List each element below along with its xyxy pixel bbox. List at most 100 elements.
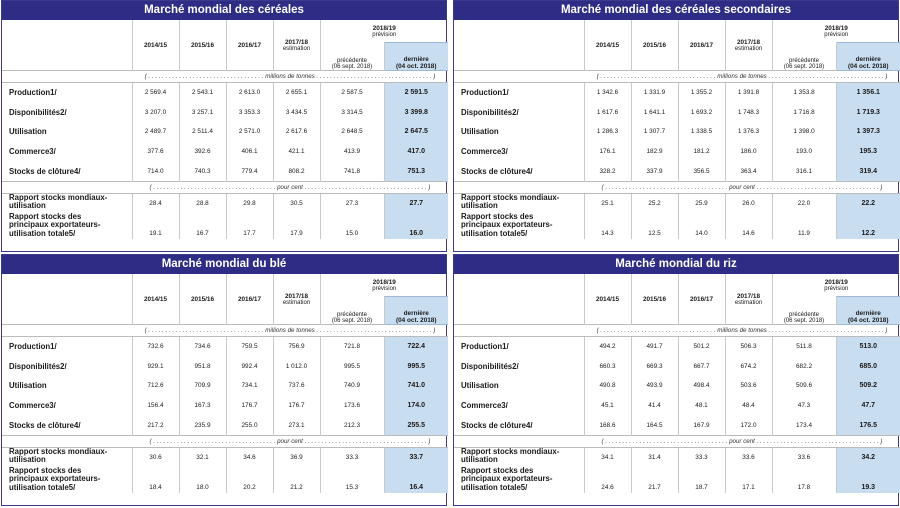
value-cell: 14.6: [725, 212, 773, 239]
row-label: Disponibilités2/: [2, 102, 133, 123]
unit-label: ( . . . . . . . . . . . . . . . . . . . …: [584, 324, 900, 337]
value-cell: 25.9: [678, 193, 726, 213]
ratio-row: Rapport stocks des principaux exportateur…: [454, 212, 900, 239]
value-cell: 1 693.2: [678, 102, 726, 123]
value-cell: 156.4: [132, 395, 180, 416]
value-cell: 21.2: [273, 466, 321, 493]
ratio-label: Rapport stocks des principaux exportateur…: [454, 212, 585, 239]
year-header: 2017/18 estimation: [273, 20, 321, 71]
latest-value: 47.7: [836, 395, 900, 416]
value-cell: 732.6: [132, 336, 180, 357]
value-cell: 667.7: [678, 356, 726, 377]
unit-row: ( . . . . . . . . . . . . . . . . . . . …: [2, 70, 449, 83]
table-row: Stocks de clôture4/714.0 740.3 779.4 808.2 7…: [2, 161, 449, 182]
previous-header: précédente (06 sept. 2018): [320, 296, 385, 325]
value-cell: 498.4: [678, 376, 726, 396]
panel-title: Marché mondial du riz: [454, 255, 898, 274]
value-cell: 1 353.8: [772, 82, 837, 103]
latest-date: (04 oct. 2018): [848, 317, 889, 324]
value-cell: 33.6: [725, 447, 773, 467]
value-cell: 3 207.0: [132, 102, 180, 123]
value-cell: 1 641.1: [631, 102, 679, 123]
market-table: 2014/15 2015/16 2016/17 2017/18 estimation 20…: [454, 20, 900, 239]
ratio-label-line: principaux exportateurs-: [461, 220, 553, 230]
latest-value: 19.3: [836, 466, 900, 493]
table-row: Commerce3/377.6 392.6 406.1 421.1 413.9 417.0: [2, 141, 449, 162]
value-cell: 1 748.3: [725, 102, 773, 123]
row-label: Disponibilités2/: [454, 102, 585, 123]
row-label: Utilisation: [454, 376, 585, 396]
unit-label: ( . . . . . . . . . . . . . . . . . . . …: [584, 434, 900, 448]
year-sublabel: prévision: [824, 285, 849, 292]
ratio-row: Rapport stocks mondiaux-utilisation 28.4 2…: [2, 193, 449, 213]
table-row: Production1/494.2 491.7 501.2 506.3 511.8 513…: [454, 336, 900, 357]
value-cell: 16.7: [179, 212, 227, 239]
value-cell: 413.9: [320, 141, 385, 162]
unit-row: ( . . . . . . . . . . . . . . . . . . . …: [454, 180, 900, 194]
value-cell: 1 716.8: [772, 102, 837, 123]
header-row: précédente (06 sept. 2018) dernière (04 oct…: [2, 42, 449, 71]
row-label: Commerce3/: [454, 141, 585, 162]
year-label: 2017/18: [736, 38, 761, 46]
value-cell: 17.9: [273, 212, 321, 239]
header-blank: [2, 20, 133, 71]
ratio-label: Rapport stocks mondiaux-utilisation: [454, 447, 585, 467]
value-cell: 173.6: [320, 395, 385, 416]
value-cell: 18.4: [132, 466, 180, 493]
latest-value: 34.2: [836, 447, 900, 467]
panel-title: Marché mondial des céréales secondaires: [454, 1, 898, 20]
ratio-row: Rapport stocks des principaux exportateur…: [454, 466, 900, 493]
unit-row: ( . . . . . . . . . . . . . . . . . . . …: [454, 324, 900, 337]
value-cell: 674.2: [725, 356, 773, 377]
year-label: 2018/19: [824, 24, 848, 32]
value-cell: 951.8: [179, 356, 227, 377]
unit-label: ( . . . . . . . . . . . . . . . . . . . …: [132, 434, 449, 448]
latest-value: 1 719.3: [836, 102, 900, 123]
unit-row: ( . . . . . . . . . . . . . . . . . . . …: [454, 434, 900, 448]
ratio-label: Rapport stocks des principaux exportateur…: [454, 466, 585, 493]
value-cell: 255.0: [226, 415, 274, 436]
value-cell: 2 511.4: [179, 122, 227, 142]
ratio-label-line: Rapport stocks des: [9, 212, 82, 221]
value-cell: 3 257.1: [179, 102, 227, 123]
market-panel: Marché mondial du riz 2014/15 2015/16 2016/…: [453, 254, 900, 506]
latest-value: 12.2: [836, 212, 900, 239]
value-cell: 28.8: [179, 193, 227, 213]
latest-value: 1 397.3: [836, 122, 900, 142]
value-cell: 759.5: [226, 336, 274, 357]
header-blank: [454, 274, 585, 325]
row-label: Production1/: [2, 336, 133, 357]
ratio-label-line: Rapport stocks mondiaux-: [461, 193, 560, 202]
latest-label: dernière: [855, 56, 881, 63]
value-cell: 176.7: [226, 395, 274, 416]
year-sublabel: estimation: [282, 299, 311, 306]
ratio-label-line: principaux exportateurs-: [9, 474, 101, 484]
year-header: 2017/18 estimation: [273, 274, 321, 325]
value-cell: 714.0: [132, 161, 180, 182]
latest-value: 741.0: [384, 376, 449, 396]
panel-title: Marché mondial du blé: [2, 255, 446, 274]
year-sublabel: estimation: [734, 299, 763, 306]
value-cell: 929.1: [132, 356, 180, 377]
latest-header: dernière (04 oct. 2018): [383, 296, 449, 325]
previous-header: précédente (06 sept. 2018): [320, 42, 385, 71]
value-cell: 176.1: [584, 141, 632, 162]
year-header: 2015/16: [631, 20, 679, 71]
value-cell: 2 489.7: [132, 122, 180, 142]
row-label: Utilisation: [2, 376, 133, 396]
ratio-row: Rapport stocks mondiaux-utilisation 30.6 3…: [2, 447, 449, 467]
latest-value: 3 399.8: [384, 102, 449, 123]
latest-label: dernière: [855, 310, 881, 317]
value-cell: 503.6: [725, 376, 773, 396]
value-cell: 32.1: [179, 447, 227, 467]
latest-value: 319.4: [836, 161, 900, 182]
value-cell: 1 342.6: [584, 82, 632, 103]
value-cell: 17.8: [772, 466, 837, 493]
value-cell: 15.0: [320, 212, 385, 239]
unit-blank: [454, 70, 584, 83]
table-row: Utilisation 2 489.7 2 511.4 2 571.0 2 617.6 2…: [2, 122, 449, 142]
year-sublabel: prévision: [372, 285, 397, 292]
value-cell: 33.3: [678, 447, 726, 467]
latest-value: 2 591.5: [384, 82, 449, 103]
value-cell: 17.1: [725, 466, 773, 493]
